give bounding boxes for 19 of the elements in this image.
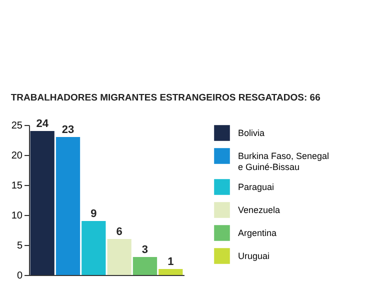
data-label: 23: [62, 124, 74, 136]
y-tick-label: 25: [11, 120, 23, 132]
legend-label: Uruguai: [238, 251, 270, 261]
data-label: 1: [168, 256, 174, 268]
data-label: 3: [142, 244, 148, 256]
legend-label: Bolivia: [238, 128, 265, 138]
legend-label: Venezuela: [238, 205, 280, 215]
y-tick-label: 15: [11, 180, 23, 192]
data-label: 6: [116, 226, 122, 238]
legend-label: Argentina: [238, 228, 277, 238]
y-tick-label: 5: [16, 240, 23, 252]
y-tick-label: 10: [11, 210, 23, 222]
chart-title: TRABALHADORES MIGRANTES ESTRANGEIROS RESGATADOS: 66: [10, 92, 320, 104]
legend-label: Paraguai: [238, 182, 274, 192]
y-tick-label: 0: [16, 270, 23, 281]
legend-label: Burkina Faso, Senegal e Guiné-Bissau: [238, 151, 330, 172]
data-label: 24: [36, 118, 50, 130]
y-tick-label: 20: [11, 150, 23, 162]
data-label: 9: [90, 208, 97, 220]
